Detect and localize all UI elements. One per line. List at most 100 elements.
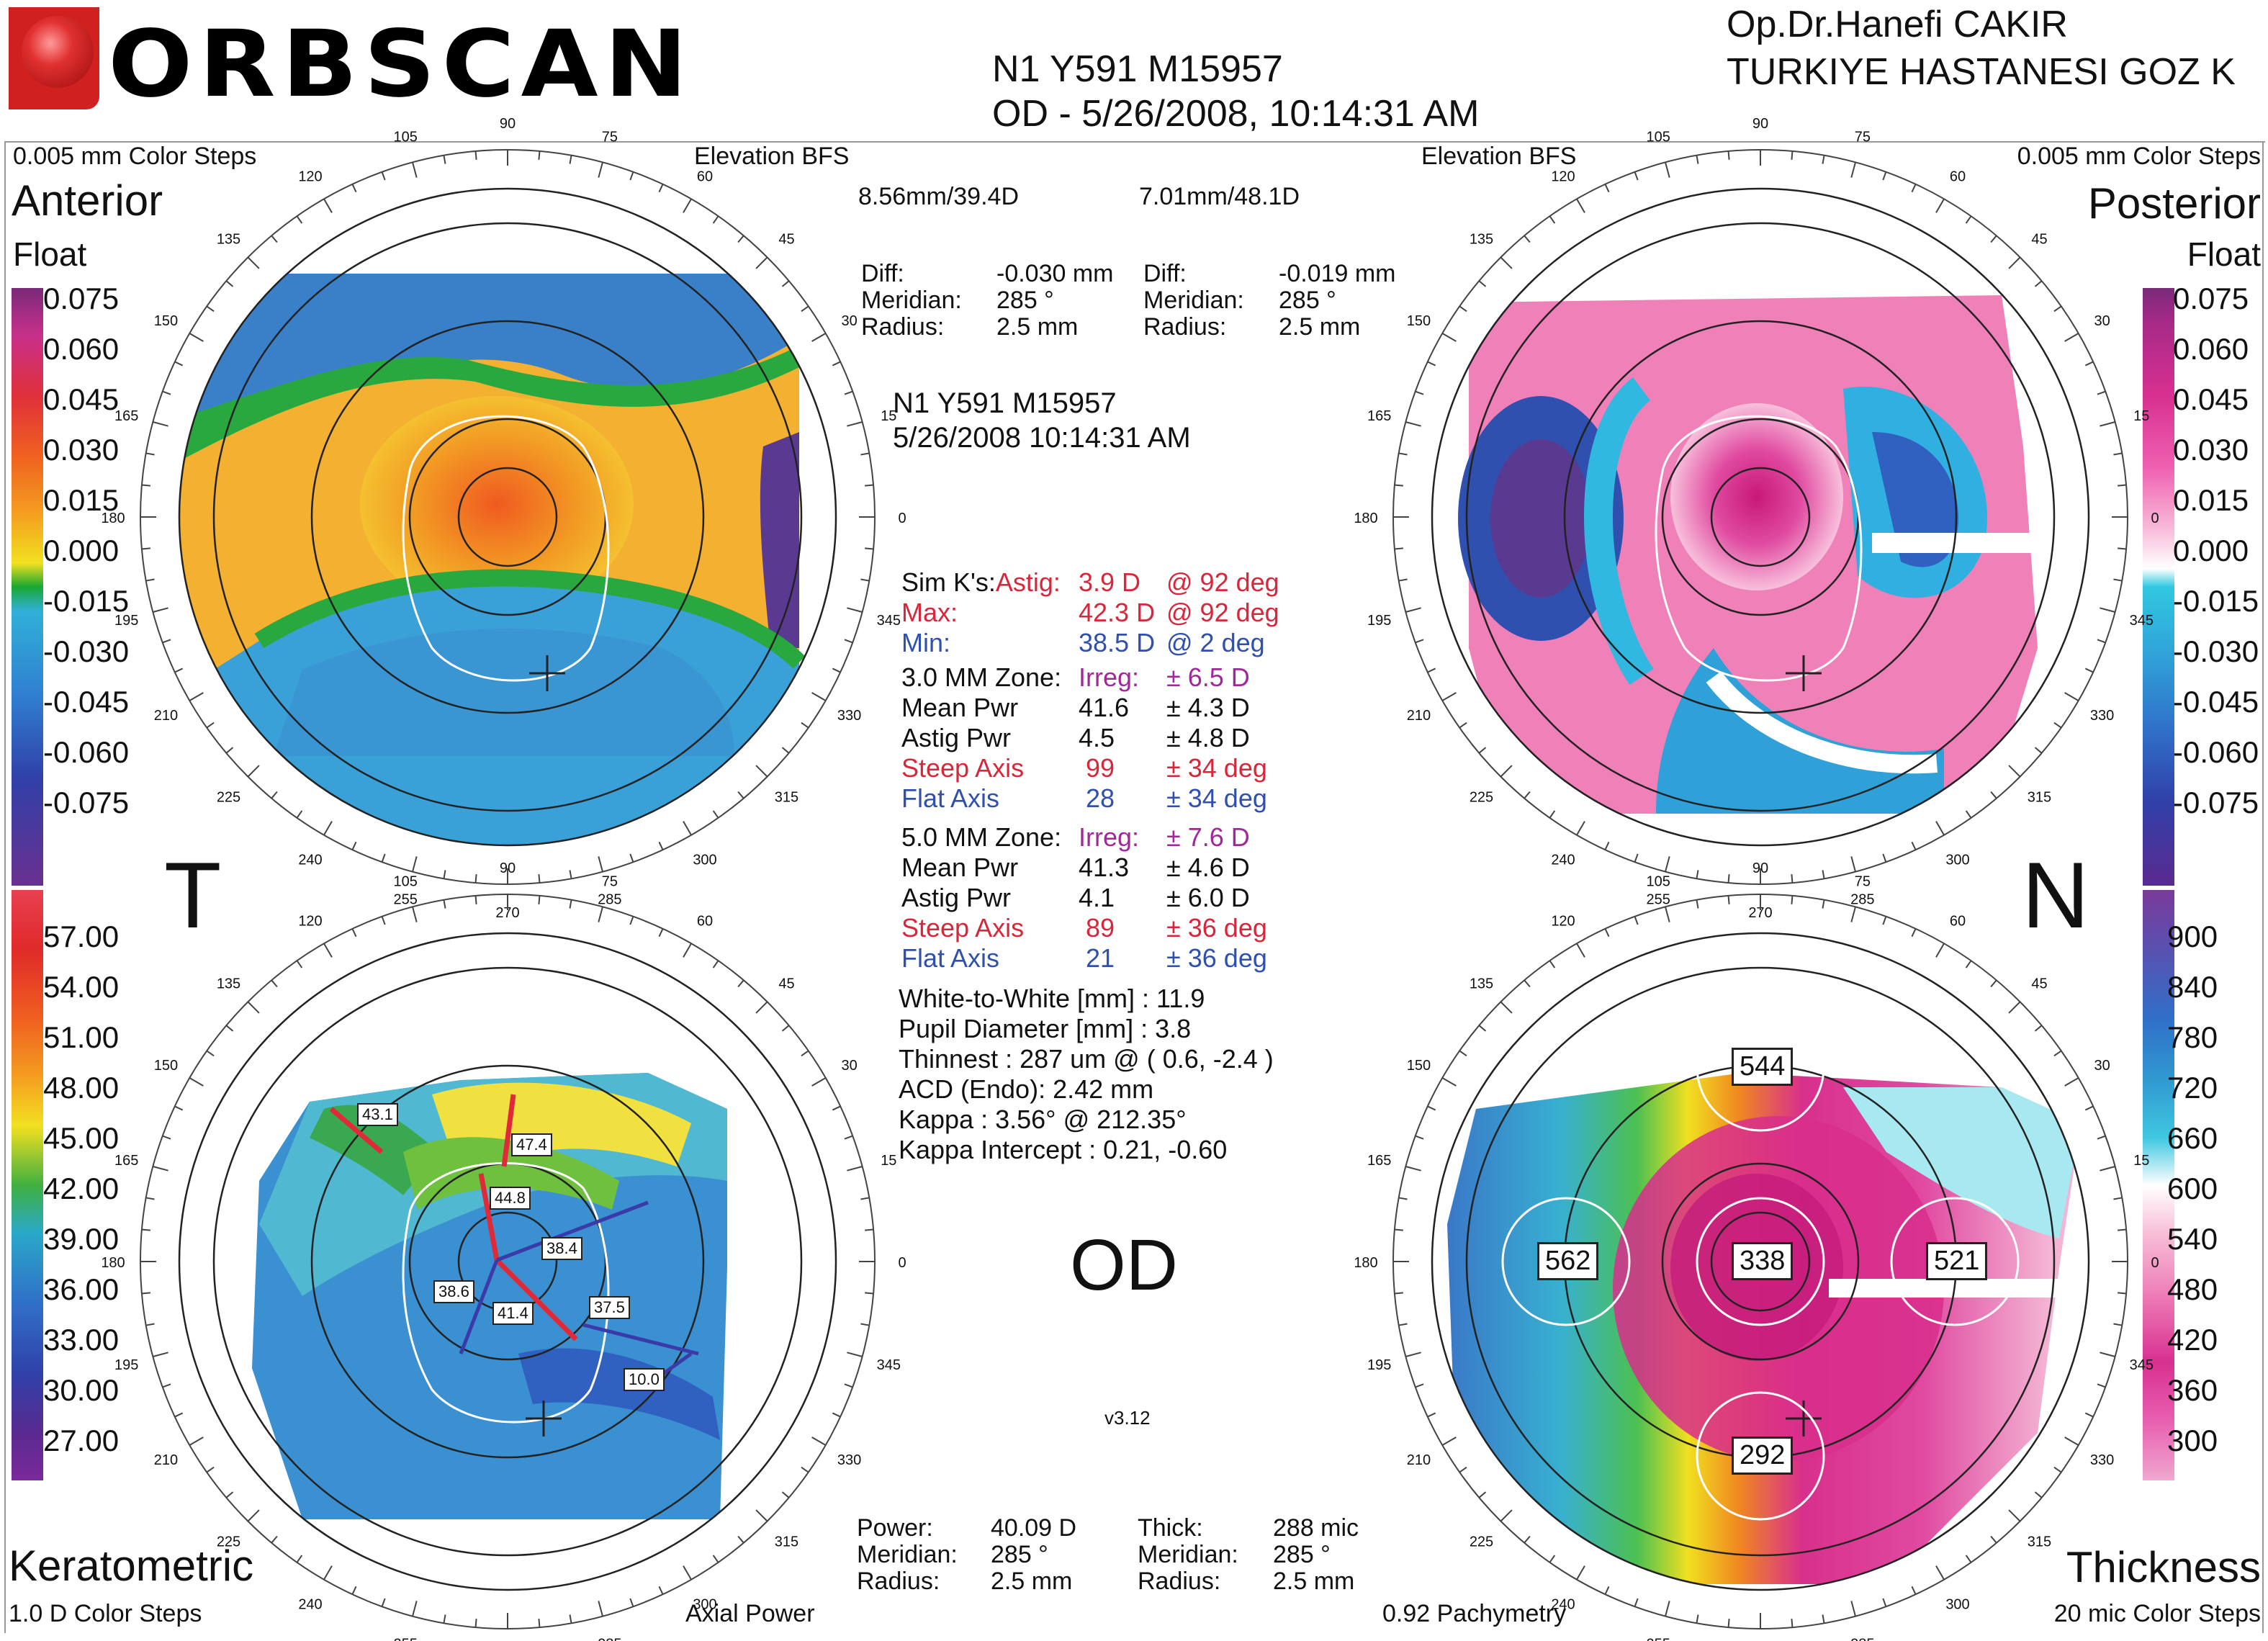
dial-degree-label: 165 [114,408,138,424]
dial-degree-label: 0 [898,511,906,526]
zone5-astig: 4.1 [1079,883,1115,912]
thickness-scale-label-3: 720 [2167,1071,2218,1105]
polar-dial-2: 9075604530150345330315300285270255240225… [101,860,906,1641]
eye-measurements: White-to-White [mm] : 11.9 Pupil Diamete… [899,984,1359,1165]
thickness-meridian-value: 285 ° [1273,1541,1331,1568]
dial-degree-label: 240 [298,1597,322,1613]
dial-degree-label: 0 [898,1255,906,1271]
zone5-steep-sd: ± 36 deg [1166,913,1267,943]
dial-degree-label: 330 [837,1452,861,1468]
acd-endo: ACD (Endo): 2.42 mm [899,1074,1154,1104]
dial-degree-label: 60 [1950,913,1966,929]
dial-degree-label: 120 [1551,913,1575,929]
keratometric-map-type: Axial Power [685,1600,815,1627]
thickness-radius-value: 2.5 mm [1273,1568,1355,1595]
dial-degree-label: 255 [1646,891,1670,907]
posterior-stat-values: -0.019 mm 285 ° 2.5 mm [1279,261,1423,341]
anterior-stat-labels: Diff: Meridian: Radius: [861,261,976,341]
astig-deg: @ 92 deg [1166,567,1279,597]
dial-degree-label: 150 [1407,1058,1431,1074]
anterior-scale-label-10: -0.075 [43,786,130,819]
dial-degree-label: 90 [1752,116,1768,132]
zone5-flat: 21 [1086,943,1115,973]
zone3-steep: 99 [1086,753,1115,783]
header-hospital: TURKIYE HASTANESI GOZ K [1727,51,2236,93]
thickness-scale-label-5: 600 [2167,1172,2218,1205]
zone3-mean-sd: ± 4.3 D [1166,693,1250,722]
dial-degree-label: 330 [837,708,861,724]
anterior-radius-value: 2.5 mm [996,313,1079,341]
dial-degree-label: 105 [1646,130,1670,145]
dial-degree-label: 300 [693,1597,716,1613]
dial-degree-label: 345 [877,613,901,629]
dial-degree-label: 75 [602,130,618,145]
anterior-meridian-value: 285 ° [996,287,1054,314]
zone3-table: 3.0 MM Zone: Irreg: ± 6.5 D Mean Pwr 41.6 ± … [901,662,1362,814]
zone3-astig-sd: ± 4.8 D [1166,723,1250,752]
dial-degree-label: 285 [598,1636,621,1641]
anterior-scale-label-2: 0.045 [43,382,120,416]
kerato-scale-label-2: 51.00 [43,1020,120,1054]
kerato-scale-label-10: 27.00 [43,1424,120,1457]
pupil-outlines [402,415,1863,1424]
dial-degree-label: 135 [217,976,240,992]
frame-line-left [4,141,6,1633]
dial-degree-label: 75 [1855,874,1871,890]
kerato-meridian-value: 285 ° [991,1541,1048,1568]
zone3-mean-label: Mean Pwr [901,693,1019,722]
posterior-scale-label-1: 0.060 [2173,332,2249,366]
kerato-map-value: 44.8 [490,1187,531,1210]
min-deg: @ 2 deg [1166,628,1265,657]
zone3-astig: 4.5 [1079,723,1115,752]
dial-degree-label: 225 [1470,1534,1493,1550]
thinnest-point: Thinnest : 287 um @ ( 0.6, -2.4 ) [899,1044,1274,1074]
pachy-map-value: 338 [1732,1242,1794,1280]
anterior-diff-label: Diff: [861,260,904,287]
posterior-map-type: Elevation BFS [1421,143,1577,170]
right-elevation-scale-bar [2143,288,2174,886]
dial-degree-label: 255 [393,891,417,907]
kerato-axis-lines [329,1094,699,1392]
posterior-scale-label-6: -0.015 [2173,584,2259,618]
max-value: 42.3 D [1079,598,1156,627]
posterior-meridian-label: Meridian: [1143,287,1244,314]
anterior-scale-label-4: 0.015 [43,483,120,517]
kerato-map-value: 38.6 [433,1280,474,1303]
anterior-diff-value: -0.030 mm [996,260,1114,287]
dial-degree-label: 90 [1752,860,1768,876]
posterior-scale-label-0: 0.075 [2173,282,2249,315]
zone5-irreg-label: Irreg: [1079,822,1140,852]
kappa: Kappa : 3.56° @ 212.35° [899,1105,1187,1134]
zone3-steep-sd: ± 34 deg [1166,753,1267,783]
posterior-scale-label-4: 0.015 [2173,483,2249,517]
dial-degree-label: 90 [500,860,516,876]
zone5-mean-label: Mean Pwr [901,853,1019,882]
header-patient-id: N1 Y591 M15957 [992,48,1283,90]
zone5-table: 5.0 MM Zone: Irreg: ± 7.6 D Mean Pwr 41.3 ± … [901,822,1362,974]
zone5-irreg: ± 7.6 D [1166,822,1250,852]
dial-degree-label: 315 [2028,789,2051,805]
dial-degree-label: 60 [697,168,713,184]
kerato-scale-label-1: 54.00 [43,970,120,1004]
dial-degree-label: 120 [1551,168,1575,184]
zone5-steep-label: Steep Axis [901,913,1025,943]
anterior-scale-label-5: 0.000 [43,534,120,567]
center-crosshairs [526,655,1822,1437]
kerato-scale-label-6: 39.00 [43,1222,120,1256]
dial-degree-label: 210 [1407,1452,1431,1468]
thickness-radius-label: Radius: [1138,1568,1221,1595]
pupil-diameter: Pupil Diameter [mm] : 3.8 [899,1014,1192,1043]
dial-degree-label: 60 [697,913,713,929]
dial-degree-label: 150 [154,313,178,329]
dial-degree-label: 345 [2130,613,2154,629]
posterior-scale-label-5: 0.000 [2173,534,2249,567]
dial-degree-label: 225 [217,1534,240,1550]
kerato-scale-label-7: 36.00 [43,1272,120,1306]
kerato-meridian-label: Meridian: [857,1541,958,1568]
dial-degree-label: 165 [114,1153,138,1169]
posterior-scale-label-10: -0.075 [2173,786,2259,819]
zone5-flat-sd: ± 36 deg [1166,943,1267,973]
kerato-power-label: Power: [857,1514,933,1542]
pachy-map-value: 544 [1732,1048,1794,1086]
thickness-scale-label-10: 300 [2167,1424,2218,1457]
